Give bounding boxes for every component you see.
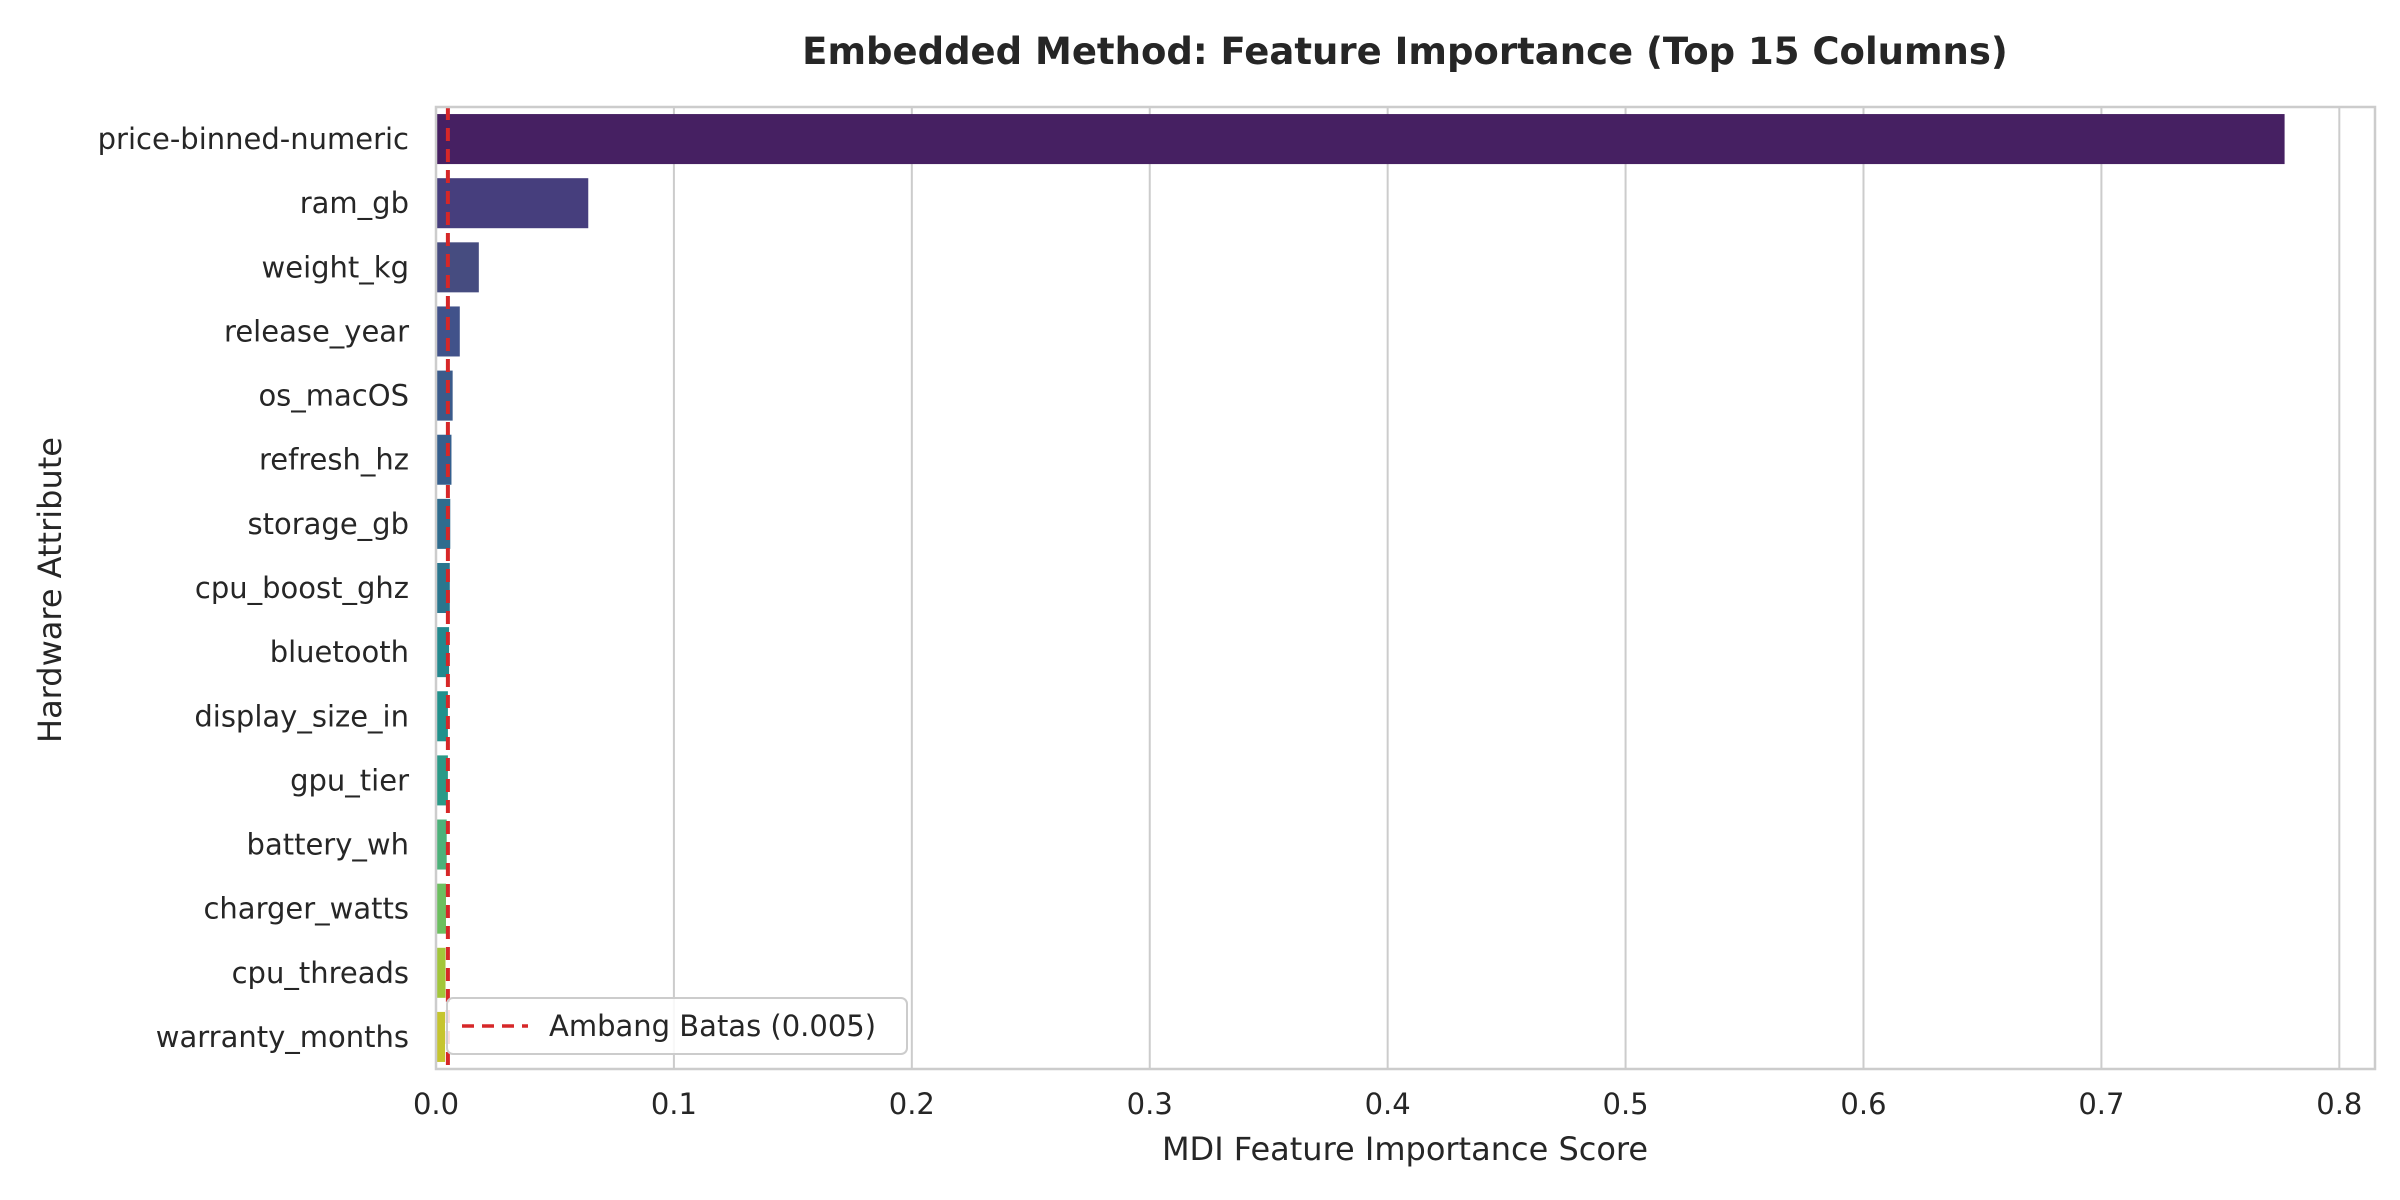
bar bbox=[436, 178, 589, 229]
bar bbox=[436, 691, 448, 742]
x-tick-label: 0.3 bbox=[1127, 1087, 1173, 1121]
x-axis-label: MDI Feature Importance Score bbox=[1162, 1130, 1648, 1168]
bar bbox=[436, 627, 450, 678]
x-tick-label: 0.0 bbox=[413, 1087, 459, 1121]
x-tick-label: 0.7 bbox=[2078, 1087, 2124, 1121]
x-tick-label: 0.6 bbox=[1840, 1087, 1886, 1121]
bar bbox=[436, 242, 479, 293]
bar bbox=[436, 306, 460, 357]
x-tick-label: 0.5 bbox=[1603, 1087, 1649, 1121]
y-tick-label: bluetooth bbox=[270, 635, 409, 669]
legend-box bbox=[446, 997, 908, 1055]
y-axis-label: Hardware Attribute bbox=[31, 437, 69, 743]
y-tick-label: cpu_boost_ghz bbox=[195, 571, 409, 605]
y-tick-label: price-binned-numeric bbox=[98, 122, 409, 156]
bar bbox=[436, 370, 453, 421]
plot-frame bbox=[434, 105, 2377, 1071]
y-tick-label: display_size_in bbox=[194, 699, 409, 733]
x-tick-label: 0.8 bbox=[2316, 1087, 2362, 1121]
y-tick-label: ram_gb bbox=[300, 186, 409, 220]
bar bbox=[436, 819, 447, 870]
y-tick-labels: price-binned-numeric ram_gb weight_kgrelea… bbox=[98, 122, 409, 1054]
chart-title: Embedded Method: Feature Importance (Top… bbox=[802, 30, 2008, 73]
y-tick-label: gpu_tier bbox=[290, 763, 409, 797]
bar bbox=[436, 114, 2285, 165]
legend: Ambang Batas (0.005) bbox=[446, 997, 908, 1055]
x-tick-label: 0.4 bbox=[1365, 1087, 1411, 1121]
y-tick-label: cpu_threads bbox=[232, 956, 409, 990]
bar bbox=[436, 755, 448, 806]
y-tick-label: battery_wh bbox=[247, 828, 409, 862]
bars bbox=[436, 114, 2285, 1062]
bar bbox=[436, 947, 446, 998]
y-tick-label: os_macOS bbox=[258, 379, 409, 413]
y-tick-label: storage_gb bbox=[248, 507, 409, 541]
legend-threshold-label: Ambang Batas (0.005) bbox=[549, 1009, 876, 1043]
bar bbox=[436, 434, 452, 485]
y-tick-label: warranty_months bbox=[156, 1020, 409, 1054]
y-tick-label: charger_watts bbox=[203, 892, 409, 926]
bar bbox=[436, 883, 446, 934]
bar bbox=[436, 1011, 446, 1062]
x-tick-labels: 0.0 0.1 0.2 0.3 0.4 0.5 0.6 0.7 0.8 bbox=[413, 1087, 2362, 1121]
x-tick-label: 0.2 bbox=[889, 1087, 935, 1121]
y-tick-label: refresh_hz bbox=[259, 443, 409, 477]
y-tick-label: release_year bbox=[224, 314, 409, 348]
x-tick-label: 0.1 bbox=[651, 1087, 697, 1121]
y-tick-label: weight_kg bbox=[262, 250, 409, 284]
